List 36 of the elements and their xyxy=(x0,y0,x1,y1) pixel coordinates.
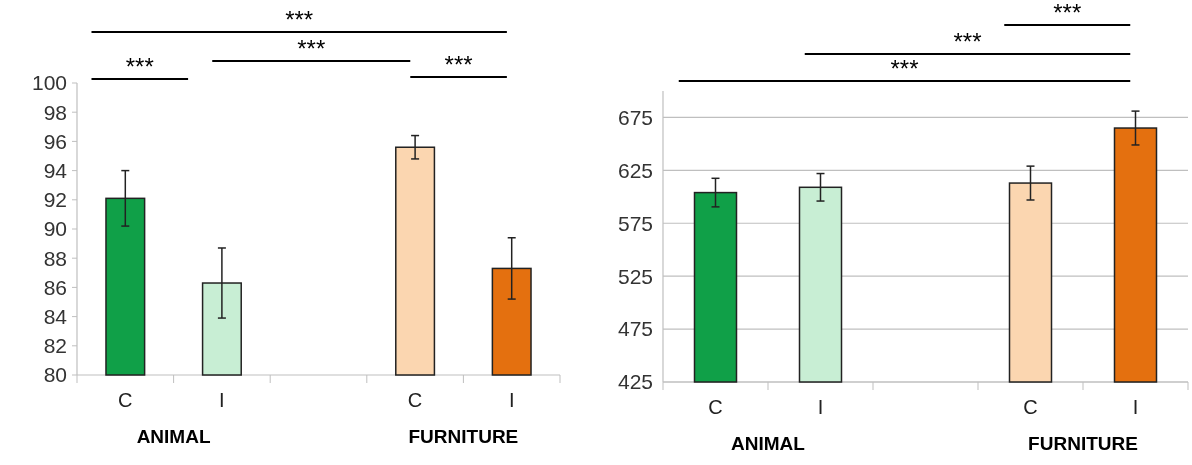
text: ANIMAL xyxy=(731,433,806,454)
text: FURNITURE xyxy=(1028,433,1138,454)
y-tick-label: 625 xyxy=(617,158,653,182)
y-tick-label: 88 xyxy=(43,246,67,270)
y-tick-label: 94 xyxy=(43,158,68,182)
x-tick-label: I xyxy=(1132,396,1139,418)
y-tick-label: 425 xyxy=(617,370,653,394)
text: FURNITURE xyxy=(408,426,519,447)
y-tick-label: 475 xyxy=(617,317,653,341)
y-tick-label: 100 xyxy=(31,71,67,95)
y-tick-label: 96 xyxy=(43,129,67,153)
text: *** xyxy=(953,28,982,55)
x-tick-label: C xyxy=(1023,396,1038,418)
y-tick-label: 84 xyxy=(43,304,68,328)
x-tick-label: I xyxy=(219,389,225,411)
y-tick-label: 82 xyxy=(43,334,67,358)
x-tick-label: C xyxy=(708,396,723,418)
y-tick-label: 90 xyxy=(43,217,67,241)
y-tick-label: 525 xyxy=(617,264,653,288)
text: *** xyxy=(444,51,473,78)
y-tick-label: 92 xyxy=(43,188,67,212)
text: *** xyxy=(890,55,919,82)
text: *** xyxy=(297,35,326,62)
y-tick-label: 675 xyxy=(617,105,653,129)
x-tick-label: C xyxy=(118,389,133,411)
y-tick-label: 80 xyxy=(43,363,67,387)
text: *** xyxy=(285,6,314,33)
x-tick-label: C xyxy=(407,389,423,411)
y-tick-label: 575 xyxy=(617,211,653,235)
x-tick-label: I xyxy=(508,389,515,411)
y-tick-label: 98 xyxy=(43,100,67,124)
x-tick-label: I xyxy=(817,396,824,418)
y-tick-label: 86 xyxy=(43,275,67,299)
text: *** xyxy=(125,53,154,80)
text: ANIMAL xyxy=(136,426,211,447)
text: *** xyxy=(1053,0,1082,26)
